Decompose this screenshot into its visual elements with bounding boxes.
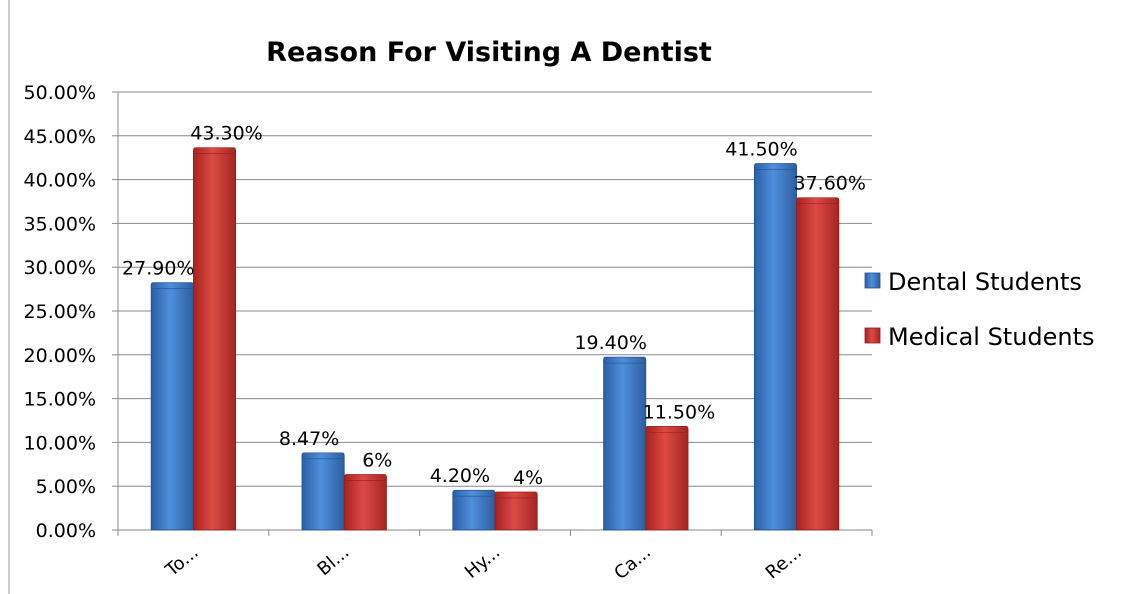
bar-medical xyxy=(192,150,237,531)
data-label-dental: 8.47% xyxy=(279,428,339,450)
bar-top-cap xyxy=(301,452,345,460)
data-label-dental: 4.20% xyxy=(430,465,490,487)
bar-medical xyxy=(645,428,689,531)
x-category-label: Re... xyxy=(762,542,806,584)
bar-dental xyxy=(452,492,496,531)
bar-top-cap xyxy=(343,474,387,481)
y-tick-label: 0.00% xyxy=(36,520,96,542)
legend: Dental Students Medical Students xyxy=(864,268,1095,351)
y-tick-label: 45.00% xyxy=(24,126,96,148)
legend-swatch-medical xyxy=(864,327,881,344)
y-tick-label: 50.00% xyxy=(24,82,96,104)
data-label-medical: 4% xyxy=(513,467,543,489)
bar-top-cap xyxy=(494,491,538,499)
bar-medical xyxy=(494,494,538,531)
data-label-medical: 6% xyxy=(362,449,392,471)
bar-dental xyxy=(603,359,647,531)
data-label-dental: 41.50% xyxy=(725,138,797,160)
gridlines xyxy=(112,91,873,536)
y-tick-label: 40.00% xyxy=(24,170,96,192)
bars xyxy=(150,147,840,531)
data-label-medical: 37.60% xyxy=(793,173,865,195)
x-category-label: Ca... xyxy=(610,542,655,584)
y-tick-label: 20.00% xyxy=(24,345,96,367)
legend-label-medical: Medical Students xyxy=(888,323,1095,351)
y-tick-label: 25.00% xyxy=(24,301,96,323)
y-tick-label: 15.00% xyxy=(24,389,96,411)
bar-medical xyxy=(343,477,387,531)
data-labels: 27.90% 43.30% 8.47% 6% 4.20% 4% 19.40% 11.50% 41… xyxy=(122,123,866,489)
bar-top-cap xyxy=(452,489,496,497)
y-tick-label: 35.00% xyxy=(24,213,96,235)
bar-top-cap xyxy=(645,425,689,433)
bar-top-cap xyxy=(603,356,647,364)
bar-top-cap xyxy=(193,147,236,154)
legend-swatch-dental xyxy=(864,272,881,289)
bar-dental xyxy=(301,455,345,531)
x-axis-category-labels: To... Bl... Hy... Ca... Re... xyxy=(161,542,806,584)
x-category-label: Hy... xyxy=(461,542,504,583)
bar-dental xyxy=(753,166,797,531)
x-category-label: Bl... xyxy=(313,542,353,580)
y-tick-label: 5.00% xyxy=(36,476,96,498)
bar-top-cap xyxy=(150,282,194,289)
bar-top-cap xyxy=(796,197,840,204)
x-category-label: To... xyxy=(161,542,203,582)
bar-medical xyxy=(796,200,840,531)
y-tick-label: 30.00% xyxy=(24,257,96,279)
data-label-dental: 19.40% xyxy=(574,332,646,354)
chart-title: Reason For Visiting A Dentist xyxy=(266,37,712,68)
data-label-medical: 43.30% xyxy=(190,123,262,145)
bar-dental xyxy=(150,285,194,531)
bar-top-cap xyxy=(754,163,797,170)
y-axis-tick-labels: 0.00% 5.00% 10.00% 15.00% 20.00% 25.00% 30.00%… xyxy=(24,82,96,542)
y-tick-label: 10.00% xyxy=(24,432,96,454)
data-label-dental: 27.90% xyxy=(122,258,194,280)
legend-label-dental: Dental Students xyxy=(888,268,1082,296)
data-label-medical: 11.50% xyxy=(643,401,715,423)
